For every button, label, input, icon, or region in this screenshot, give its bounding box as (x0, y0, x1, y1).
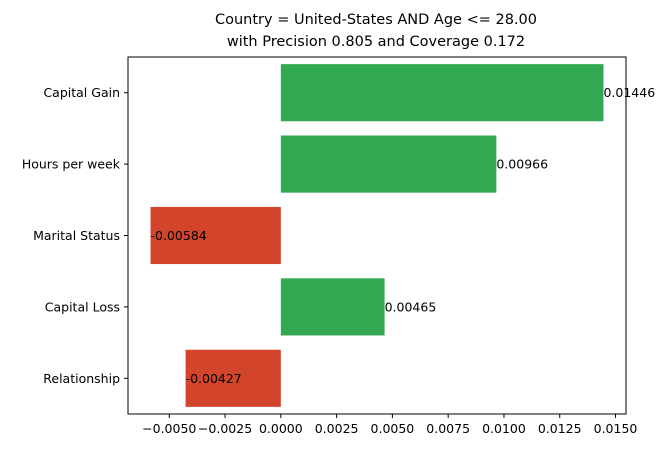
y-tick-label: Capital Gain (43, 85, 120, 100)
data-label-marital-status: -0.00584 (151, 228, 207, 243)
bar-series (150, 64, 604, 407)
x-tick-label: 0.0100 (482, 421, 526, 436)
data-label-capital-loss: 0.00465 (385, 299, 437, 314)
x-axis: −0.0050 −0.0025 0.0000 0.0025 0.0050 0.0075 0.… (142, 414, 637, 436)
x-tick-label: 0.0025 (315, 421, 359, 436)
data-label-capital-gain: 0.01446 (603, 85, 655, 100)
x-tick-label: −0.0050 (142, 421, 196, 436)
y-tick-label: Hours per week (22, 157, 121, 172)
data-label-hours-per-week: 0.00966 (496, 157, 548, 172)
y-tick-label: Capital Loss (45, 299, 120, 314)
data-label-relationship: -0.00427 (186, 371, 242, 386)
y-tick-label: Relationship (43, 371, 120, 386)
bar-hours-per-week (280, 135, 497, 193)
bar-capital-loss (280, 278, 385, 336)
chart-title-line-2: with Precision 0.805 and Coverage 0.172 (227, 34, 525, 50)
chart-title: Country = United-States AND Age <= 28.00… (215, 12, 537, 50)
y-axis: Capital Gain Hours per week Marital Status… (22, 85, 128, 386)
chart-title-line-1: Country = United-States AND Age <= 28.00 (215, 12, 537, 28)
x-tick-label: 0.0075 (426, 421, 470, 436)
bar-relationship (185, 349, 281, 407)
x-tick-label: −0.0025 (198, 421, 252, 436)
bar-capital-gain (280, 64, 604, 122)
x-tick-label: 0.0000 (259, 421, 303, 436)
plot-area-frame (127, 56, 627, 415)
x-tick-label: 0.0150 (594, 421, 638, 436)
bar-marital-status (150, 206, 281, 265)
y-tick-label: Marital Status (33, 228, 120, 243)
x-tick-label: 0.0125 (538, 421, 582, 436)
data-labels: 0.01446 0.00966 -0.00584 0.00465 -0.00427 (151, 85, 656, 386)
x-tick-label: 0.0050 (371, 421, 415, 436)
